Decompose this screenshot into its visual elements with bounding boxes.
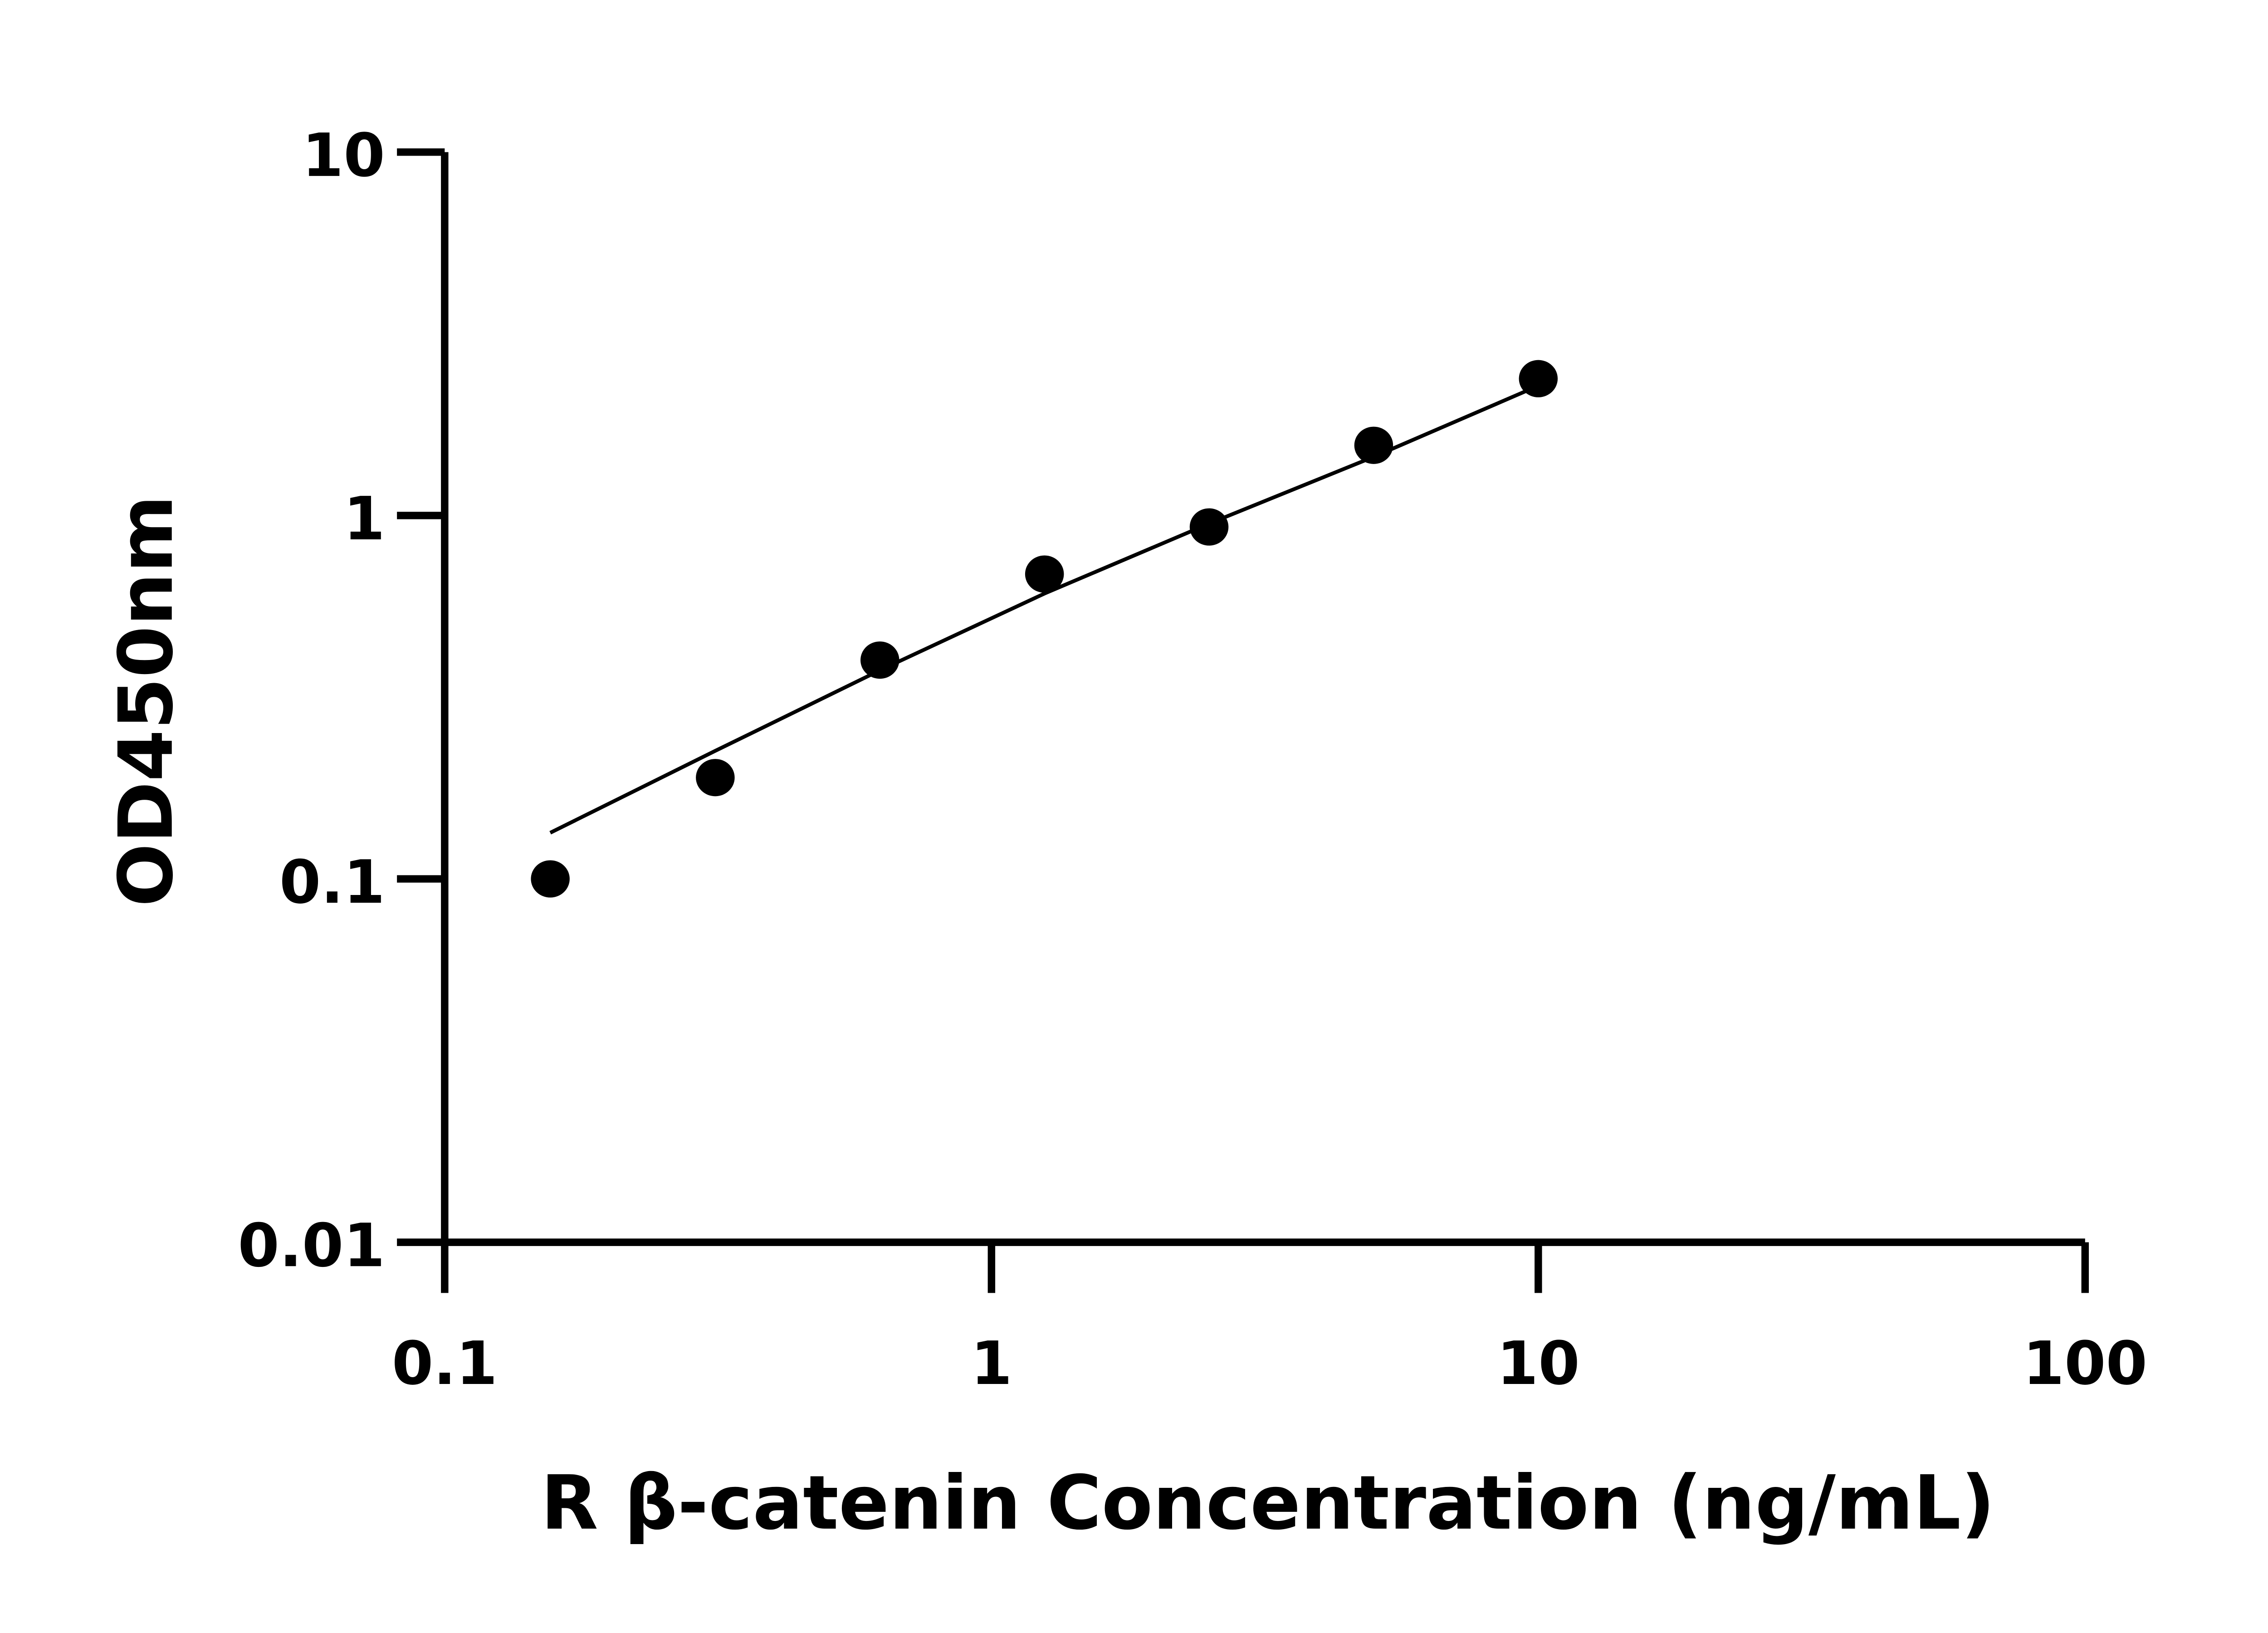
x-tick-label: 100 (2023, 1329, 2148, 1398)
x-tick-label: 0.1 (392, 1329, 498, 1398)
y-tick-label: 0.1 (279, 848, 385, 917)
data-point (860, 641, 899, 679)
x-axis-title: R β-catenin Concentration (ng/mL) (541, 1459, 1995, 1546)
y-tick-label: 10 (302, 121, 385, 191)
data-point (1189, 508, 1229, 546)
x-tick-label: 10 (1497, 1329, 1580, 1398)
y-tick-label: 1 (343, 484, 385, 554)
data-point (531, 860, 570, 898)
x-tick-label: 1 (971, 1329, 1012, 1398)
data-points (531, 360, 1558, 898)
data-point (1519, 360, 1558, 397)
y-axis-title: OD450nm (103, 495, 190, 907)
data-point (1354, 426, 1393, 464)
y-tick-label: 0.01 (238, 1211, 385, 1281)
data-point (1025, 555, 1064, 593)
data-point (696, 759, 735, 797)
